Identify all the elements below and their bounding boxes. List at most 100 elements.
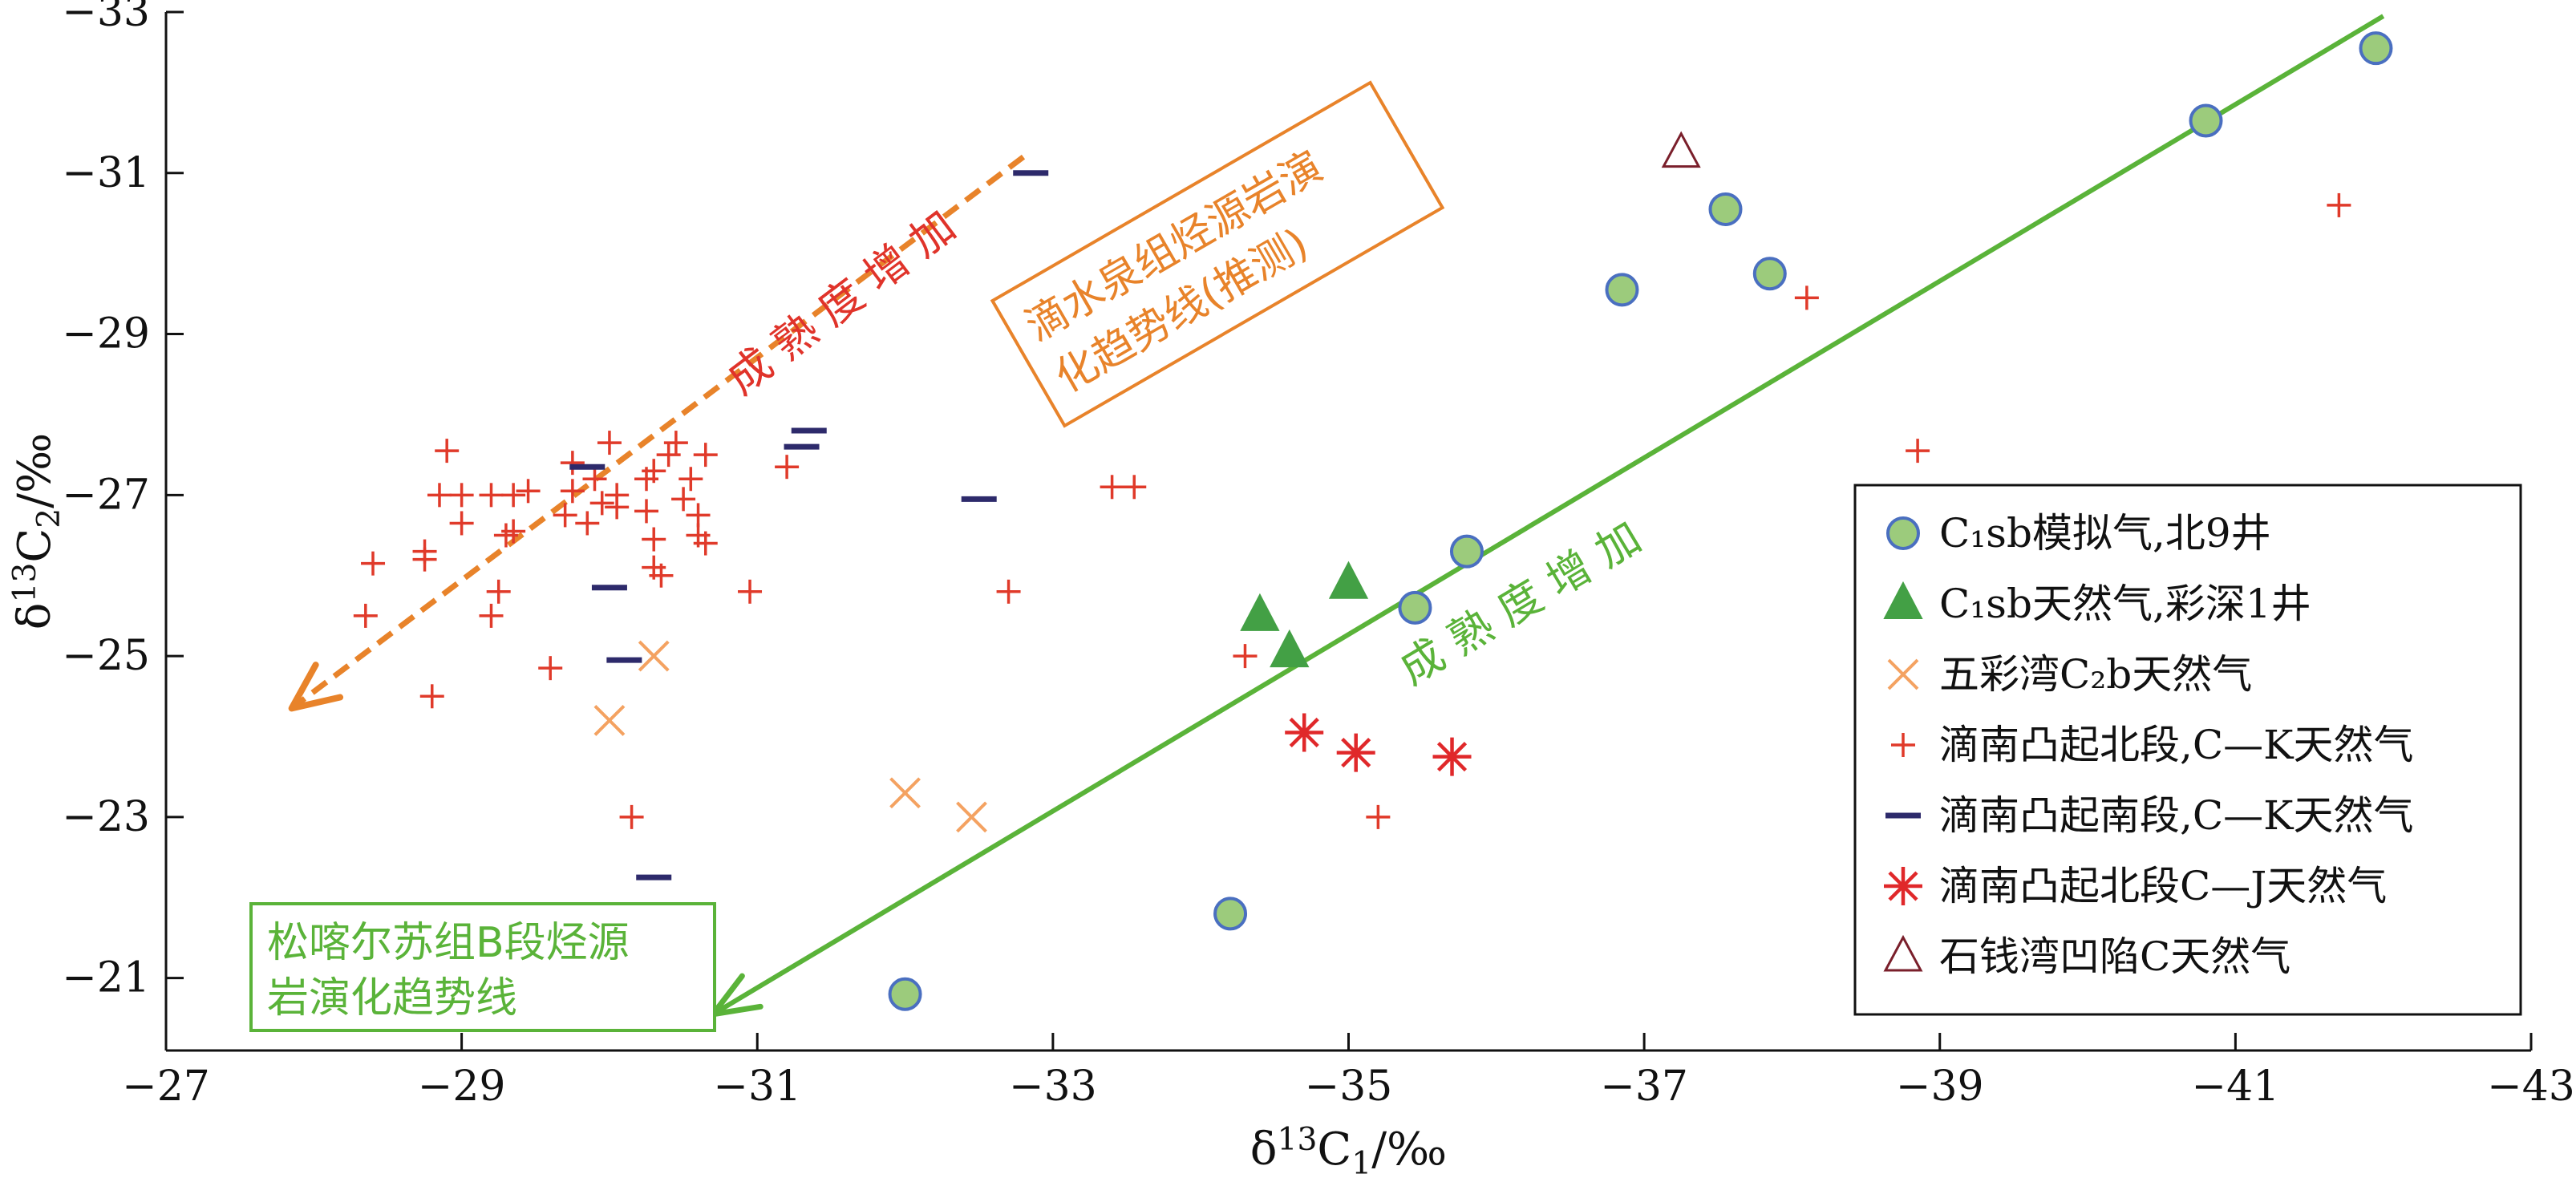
- x-tick-label: −41: [2192, 1063, 2280, 1111]
- triangle-shape: [1661, 131, 1701, 168]
- x-tick-label: −29: [418, 1063, 506, 1111]
- data-point: [656, 443, 681, 468]
- data-point: [1432, 737, 1472, 776]
- orange-arrow-head: [288, 662, 344, 712]
- legend-label: 滴南凸起北段,C—K天然气: [1939, 722, 2414, 768]
- triangle-shape: [1883, 581, 1923, 619]
- x-stroke: [956, 801, 987, 833]
- x-tick-label: −33: [1009, 1063, 1097, 1111]
- legend-item: C₁sb模拟气,北9井: [1886, 510, 2271, 557]
- legend-border: [1853, 484, 2522, 1016]
- triangle-shape: [1883, 934, 1923, 972]
- data-point: [361, 551, 386, 576]
- data-point: [501, 519, 526, 544]
- data-point: [693, 531, 718, 556]
- data-point: [582, 467, 607, 492]
- data-point: [738, 579, 763, 604]
- data-point: [1270, 629, 1310, 668]
- circle-shape: [1708, 192, 1743, 226]
- data-point: [996, 579, 1021, 604]
- data-point: [1398, 590, 1432, 625]
- legend-item: 滴南凸起北段,C—K天然气: [1891, 722, 2414, 768]
- series-3: [353, 192, 2351, 829]
- data-point: [775, 455, 800, 480]
- data-point: [1285, 713, 1324, 752]
- data-point: [1328, 561, 1369, 599]
- y-tick-label: −21: [62, 954, 150, 1002]
- data-point: [553, 503, 577, 528]
- data-point: [597, 431, 622, 455]
- legend: C₁sb模拟气,北9井 C₁sb天然气,彩深1井五彩湾C₂b天然气滴南凸起北段,C…: [1853, 484, 2522, 1016]
- series-0: [888, 31, 2393, 1011]
- triangle-shape: [1270, 629, 1310, 668]
- asterisk-stroke: [1341, 738, 1371, 768]
- y-tick-label: −33: [62, 0, 150, 36]
- data-point: [1213, 897, 1248, 931]
- data-point: [353, 603, 378, 628]
- data-point: [1605, 273, 1639, 307]
- circle-shape: [2189, 103, 2223, 138]
- data-point: [1366, 804, 1391, 829]
- data-point: [663, 431, 688, 455]
- data-point: [619, 804, 644, 829]
- data-point: [1233, 644, 1258, 669]
- data-point: [671, 487, 696, 512]
- y-tick-label: −25: [62, 632, 150, 680]
- series-4: [569, 170, 1049, 880]
- data-point: [605, 495, 630, 520]
- data-point: [435, 439, 460, 464]
- data-point: [1240, 593, 1280, 631]
- data-point: [634, 499, 659, 524]
- legend-marker: [1884, 867, 1922, 905]
- circle-shape: [1752, 257, 1787, 291]
- data-point: [419, 684, 444, 709]
- circle-shape: [1213, 897, 1248, 931]
- circle-shape: [888, 977, 922, 1011]
- data-point: [1906, 439, 1930, 464]
- green-label-line-2: 岩演化趋势线: [267, 974, 517, 1022]
- legend-marker: [1887, 658, 1919, 690]
- data-point: [479, 483, 504, 508]
- legend-label: 滴南凸起南段,C—K天然气: [1939, 792, 2414, 839]
- x-axis-label: δ13C1/‰: [1250, 1122, 1447, 1178]
- circle-shape: [1886, 516, 1920, 550]
- legend-item: C₁sb天然气,彩深1井: [1883, 581, 2311, 627]
- data-points: [353, 31, 2393, 1011]
- series-6: [1661, 131, 1701, 168]
- y-tick-label: −27: [62, 471, 150, 519]
- data-point: [2327, 192, 2351, 217]
- data-point: [589, 491, 614, 516]
- legend-marker: [1883, 581, 1923, 619]
- circle-shape: [1398, 590, 1432, 625]
- x-tick-label: −39: [1896, 1063, 1984, 1111]
- green-label-line-1: 松喀尔苏组B段烃源: [267, 919, 630, 967]
- x-stroke: [1887, 658, 1919, 690]
- series-2: [593, 640, 987, 833]
- legend-item: 五彩湾C₂b天然气: [1887, 651, 2252, 698]
- data-point: [1122, 475, 1147, 500]
- data-point: [560, 479, 585, 504]
- x-tick-label: −27: [122, 1063, 210, 1111]
- data-point: [649, 563, 674, 588]
- asterisk-stroke: [1289, 717, 1319, 748]
- data-point: [538, 656, 563, 681]
- y-tick-label: −31: [62, 149, 150, 197]
- data-point: [1794, 285, 1819, 310]
- data-point: [889, 777, 921, 809]
- data-point: [642, 527, 666, 552]
- y-axis-label: δ13C2/‰: [7, 433, 67, 629]
- series-1: [1240, 561, 1369, 668]
- data-point: [1336, 733, 1375, 772]
- asterisk-stroke: [1888, 871, 1918, 901]
- data-point: [1100, 475, 1124, 500]
- x-tick-label: −35: [1305, 1063, 1393, 1111]
- y-tick-label: −23: [62, 793, 150, 841]
- x-stroke: [593, 704, 626, 736]
- red-maturity-annotation: 成 熟 度 增 加: [718, 200, 965, 404]
- data-point: [516, 479, 541, 504]
- orange-label-border: [990, 80, 1445, 428]
